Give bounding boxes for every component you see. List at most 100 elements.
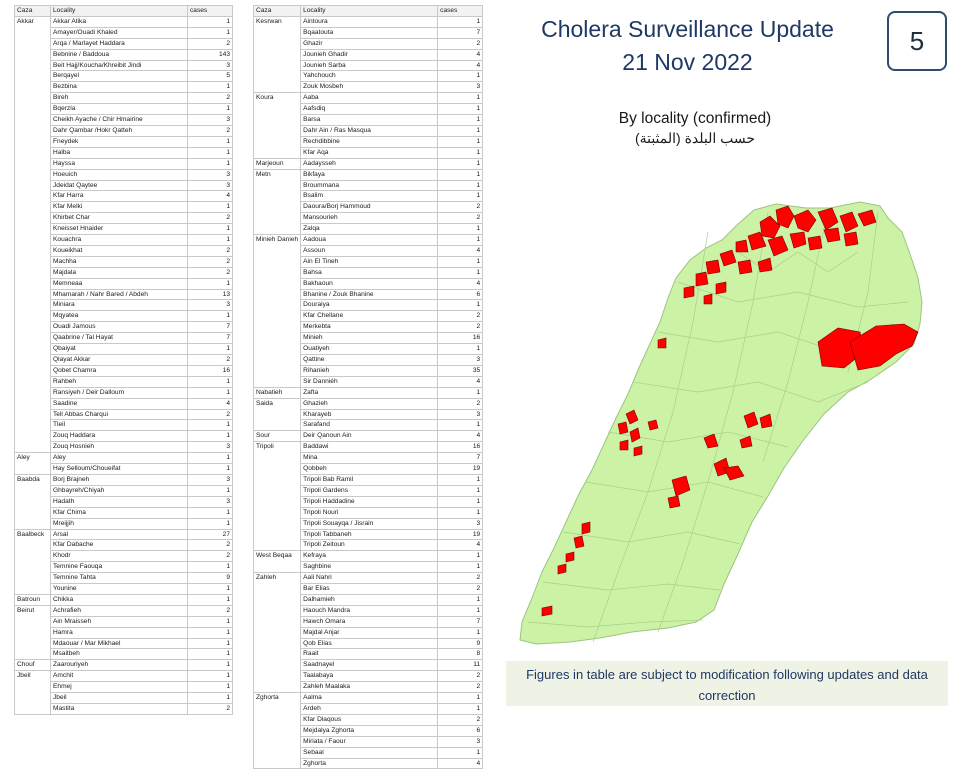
locality-cell: Tripoli Souayqa / Jisrain xyxy=(300,517,439,530)
locality-cell: Dahr Qambar /Hokr Qatteh xyxy=(50,124,188,137)
locality-cell: Broummana xyxy=(300,179,439,192)
cases-cell: 1 xyxy=(187,692,233,704)
cases-cell: 2 xyxy=(187,550,233,563)
cases-cell: 2 xyxy=(187,244,233,257)
table-row: Nabatieh Zafta 1 xyxy=(252,386,484,399)
locality-cell: Bireh xyxy=(50,92,188,105)
cases-cell: 1 xyxy=(187,670,233,683)
locality-cell: Jounieh Sarba xyxy=(300,59,439,72)
cases-cell: 1 xyxy=(187,277,233,290)
locality-cell: Zalqa xyxy=(300,223,439,236)
locality-cell: Dahr Ain / Ras Masqua xyxy=(300,124,439,137)
locality-cell: Berqayel xyxy=(50,70,188,83)
cases-cell: 3 xyxy=(187,299,233,312)
caza-cell: Koura xyxy=(252,92,302,159)
cases-cell: 2 xyxy=(437,212,484,225)
cases-cell: 1 xyxy=(437,15,484,28)
cases-cell: 1 xyxy=(437,234,484,246)
page-title: Cholera Surveillance Update xyxy=(541,16,834,42)
cases-cell: 1 xyxy=(437,604,484,617)
table-body-right: Kesrwan Aintoura 1 Bqaatouta 7 Ghazir 2 Jounieh… xyxy=(252,15,484,769)
locality-cell: Arsal xyxy=(50,528,188,541)
table-row: Akkar Akkar Atika 1 xyxy=(14,15,233,454)
locality-cell: Minieh xyxy=(300,332,439,345)
caza-cell: Batroun xyxy=(14,593,51,606)
cases-cell: 1 xyxy=(187,484,233,497)
locality-cell: Merkebta xyxy=(300,321,439,334)
locality-cell: Saghbine xyxy=(300,561,439,574)
locality-cell: Mastita xyxy=(50,703,188,715)
locality-cell: Jbeil xyxy=(50,692,188,704)
cases-cell: 1 xyxy=(437,386,484,399)
cases-cell: 1 xyxy=(187,343,233,355)
cases-cell: 1 xyxy=(437,146,484,159)
caza-cell: Marjeoun xyxy=(252,157,302,170)
locality-cell: Younine xyxy=(50,583,188,595)
locality-cell: Zghorta xyxy=(300,757,439,769)
cases-cell: 7 xyxy=(187,332,233,345)
header-cases: cases xyxy=(437,5,484,17)
locality-cell: Dalhamieh xyxy=(300,593,439,606)
cases-cell: 2 xyxy=(187,124,233,137)
header-caza: Caza xyxy=(252,5,302,17)
locality-cell: Ardeh xyxy=(300,703,439,715)
locality-cell: Hayssa xyxy=(50,157,188,170)
table-row: Zahleh Aali Nahri 2 xyxy=(252,572,484,694)
cases-cell: 1 xyxy=(187,81,233,94)
cases-cell: 3 xyxy=(187,168,233,181)
caza-cell: West Beqaa xyxy=(252,550,302,574)
locality-cell: Kfar Dabache xyxy=(50,539,188,552)
cases-cell: 1 xyxy=(187,452,233,465)
locality-cell: Qlayat Akkar xyxy=(50,354,188,366)
locality-cell: Fneydek xyxy=(50,135,188,148)
locality-cell: Ouatiyeh xyxy=(300,343,439,355)
locality-cell: Zouk Mosbeh xyxy=(300,81,439,94)
cases-cell: 2 xyxy=(187,408,233,421)
locality-cell: Bar Elias xyxy=(300,583,439,595)
locality-cell: Kfar Aqa xyxy=(300,146,439,159)
locality-cell: Aali Nahri xyxy=(300,572,439,585)
caza-cell: Sour xyxy=(252,430,302,443)
cases-cell: 1 xyxy=(437,343,484,355)
cases-cell: 1 xyxy=(437,561,484,574)
cases-cell: 16 xyxy=(437,441,484,454)
table-header-row: Caza Locality cases xyxy=(252,5,484,17)
locality-cell: Borj Brajneh xyxy=(50,473,188,486)
cases-cell: 1 xyxy=(187,157,233,170)
cases-cell: 2 xyxy=(437,670,484,683)
table-row: Minieh Danieh Aadoua 1 xyxy=(252,234,484,388)
locality-cell: Tripoli Haddadine xyxy=(300,495,439,508)
caza-cell: Akkar xyxy=(14,15,51,454)
table-row: Amayer/Ouadi Khaled 1 xyxy=(15,26,233,39)
table-body-left: Akkar Akkar Atika 1 Amayer/Ouadi Khaled 1 Arq… xyxy=(14,15,233,715)
cases-cell: 4 xyxy=(187,397,233,410)
caza-cell: Minieh Danieh xyxy=(252,234,302,388)
cases-cell: 2 xyxy=(187,703,233,715)
locality-cell: Khodr xyxy=(50,550,188,563)
cases-cell: 2 xyxy=(187,266,233,279)
locality-cell: Majdala xyxy=(50,266,188,279)
cases-cell: 2 xyxy=(437,681,484,694)
cases-cell: 4 xyxy=(437,48,484,61)
locality-cell: Hadath xyxy=(50,495,188,508)
caza-cell: Saida xyxy=(252,397,302,432)
table-row: Beirut Achrafieh 2 xyxy=(14,604,233,661)
locality-cell: Haouch Mandra xyxy=(300,604,439,617)
cases-cell: 3 xyxy=(437,354,484,366)
table-row: Mastita 2 xyxy=(15,703,233,715)
locality-cell: Zafta xyxy=(300,386,439,399)
cases-cell: 1 xyxy=(437,266,484,279)
locality-cell: Mqyatea xyxy=(50,310,188,323)
district-borders xyxy=(527,209,909,643)
cases-cell: 1 xyxy=(437,746,484,759)
cases-cell: 1 xyxy=(437,484,484,497)
cases-cell: 1 xyxy=(187,223,233,236)
locality-cell: Cheikh Ayache / Chir Hmairine xyxy=(50,114,188,126)
table-row: Jbeil Amchit 1 xyxy=(14,670,233,715)
cases-cell: 16 xyxy=(187,364,233,377)
header-locality: Locality xyxy=(50,5,188,17)
locality-cell: Aley xyxy=(50,452,188,465)
locality-cell: Jdeidat Qaytee xyxy=(50,179,188,192)
cases-cell: 1 xyxy=(187,583,233,595)
cases-cell: 16 xyxy=(437,332,484,345)
